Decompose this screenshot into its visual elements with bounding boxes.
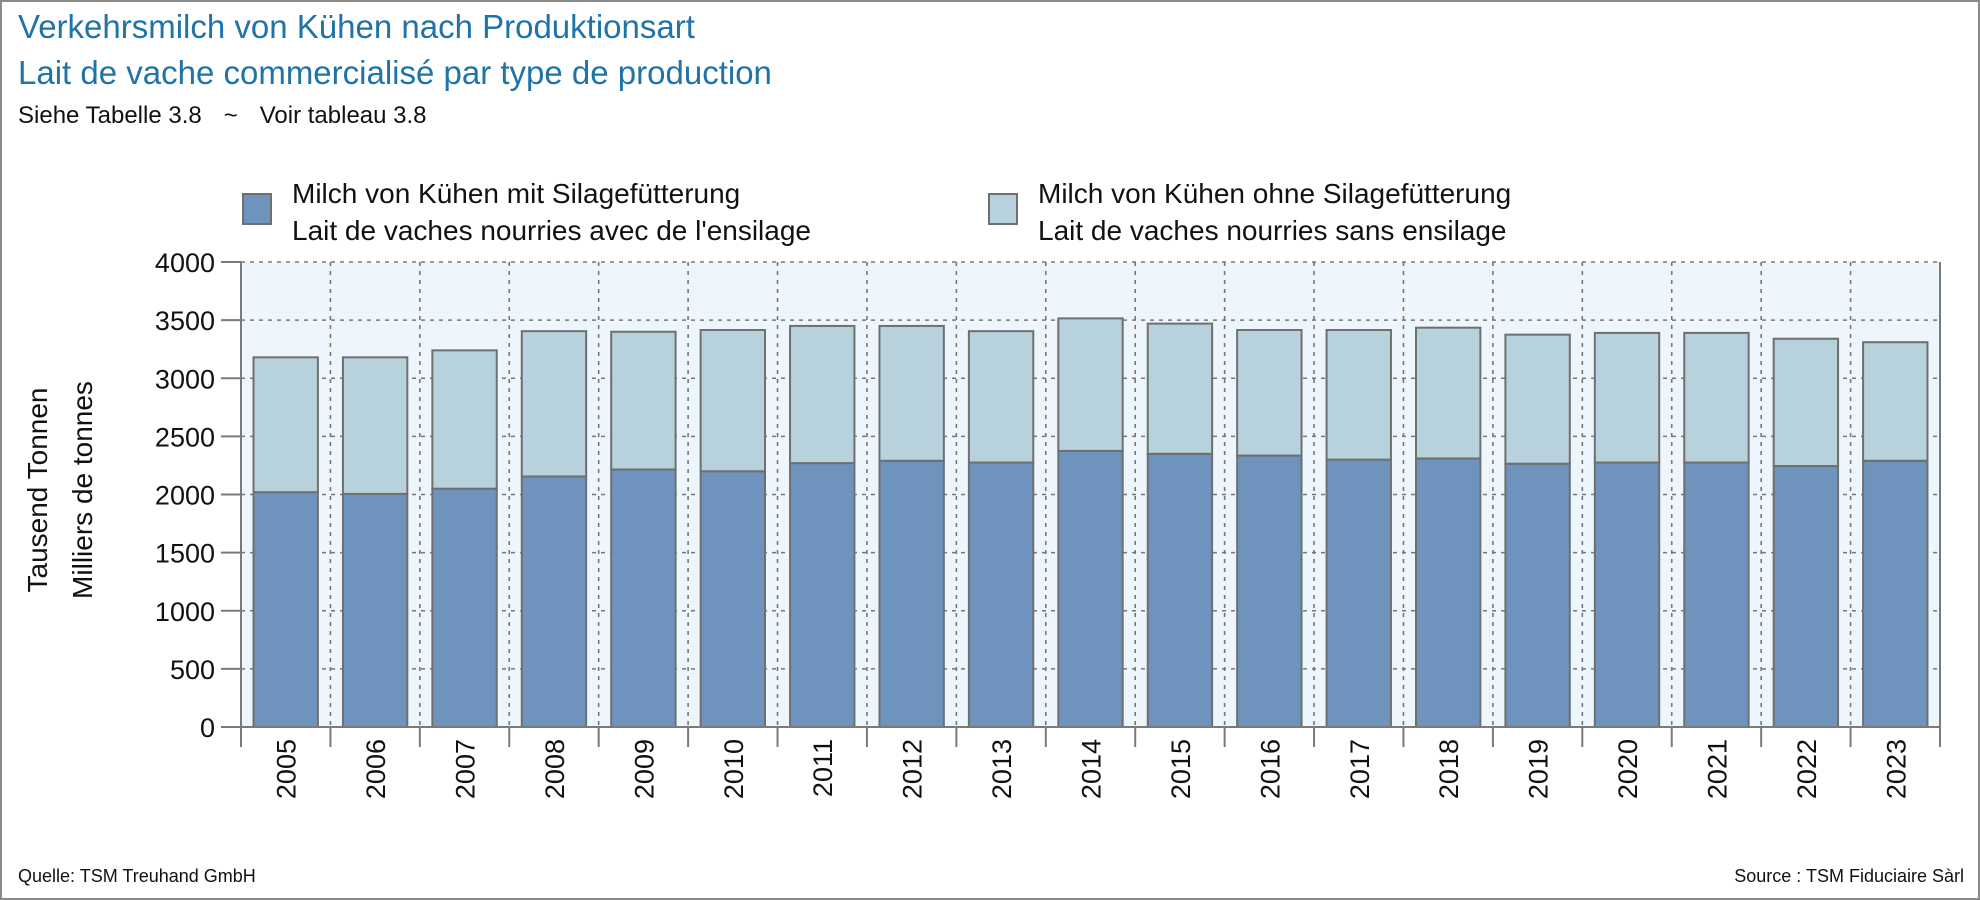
bar-no-silage [1504, 333, 1571, 465]
x-tick-label: 2008 [540, 739, 570, 799]
table-reference-fr: Voir tableau 3.8 [259, 102, 427, 129]
source-fr: Source : TSM Fiduciaire Sàrl [1734, 866, 1964, 886]
x-tick-label: 2017 [1345, 739, 1375, 799]
bar-no-silage [1146, 322, 1214, 455]
x-tick-label: 2007 [451, 739, 481, 799]
chart-title-de: Verkehrsmilch von Kühen nach Produktions… [18, 8, 695, 45]
legend-swatch-no-silage [988, 193, 1018, 225]
bar-silage [789, 462, 856, 728]
y-tick-label: 1000 [155, 597, 215, 627]
bar-no-silage [1772, 337, 1840, 468]
bar-no-silage [1325, 329, 1392, 461]
x-tick-label: 2013 [987, 739, 1017, 799]
table-reference-separator: ~ [223, 102, 238, 129]
legend-label-silage-de: Milch von Kühen mit Silagefütterung [292, 178, 741, 209]
bar-no-silage [1236, 329, 1303, 457]
bar-silage [1772, 465, 1840, 728]
bar-no-silage [1593, 331, 1661, 464]
bar-no-silage [699, 329, 767, 473]
y-tick-label: 3000 [155, 364, 215, 394]
bar-silage [1504, 462, 1571, 728]
x-tick-label: 2016 [1255, 739, 1285, 799]
x-tick-label: 2023 [1881, 739, 1911, 799]
x-tick-label: 2014 [1077, 739, 1107, 799]
bar-silage [1325, 458, 1392, 728]
bar-no-silage [1862, 341, 1929, 462]
bar-no-silage [252, 356, 319, 494]
bar-silage [1683, 461, 1750, 728]
x-tick-label: 2019 [1524, 739, 1554, 799]
bar-no-silage [878, 324, 945, 462]
legend-label-silage-fr: Lait de vaches nourries avec de l'ensila… [292, 215, 811, 246]
bar-silage [610, 468, 677, 728]
bar-silage [1862, 459, 1929, 728]
legend-label-no-silage: Milch von Kühen ohne Silagefütterung Lai… [1038, 175, 1511, 249]
x-tick-label: 2018 [1434, 739, 1464, 799]
bar-silage [520, 475, 588, 729]
legend-label-no-silage-fr: Lait de vaches nourries sans ensilage [1038, 215, 1507, 246]
bar-silage [878, 459, 945, 728]
table-reference: Siehe Tabelle 3.8 ~ Voir tableau 3.8 [18, 102, 427, 130]
legend-label-no-silage-de: Milch von Kühen ohne Silagefütterung [1038, 178, 1512, 209]
bar-no-silage [341, 356, 409, 495]
chart-title-fr: Lait de vache commercialisé par type de … [18, 54, 772, 91]
source-de: Quelle: TSM Treuhand GmbH [18, 866, 256, 886]
x-tick-label: 2010 [719, 739, 749, 799]
x-tick-label: 2015 [1166, 739, 1196, 799]
bar-silage [699, 470, 767, 728]
table-reference-de: Siehe Tabelle 3.8 [18, 102, 202, 129]
bar-silage [252, 491, 319, 728]
x-tick-label: 2011 [808, 739, 838, 797]
x-tick-label: 2012 [898, 739, 928, 799]
x-tick-label: 2021 [1702, 739, 1732, 799]
bar-silage [1236, 454, 1303, 728]
bar-no-silage [1057, 317, 1124, 452]
x-tick-label: 2020 [1613, 739, 1643, 799]
bar-no-silage [1683, 331, 1750, 464]
y-tick-label: 2500 [155, 422, 215, 452]
bar-no-silage [967, 330, 1035, 464]
bar-no-silage [520, 330, 588, 478]
y-tick-label: 0 [200, 713, 215, 743]
bar-silage [1146, 452, 1214, 728]
legend-swatch-silage [242, 193, 272, 225]
bar-silage [1414, 457, 1482, 728]
x-tick-label: 2022 [1792, 739, 1822, 799]
x-tick-label: 2005 [272, 739, 302, 799]
y-tick-label: 3500 [155, 306, 215, 336]
y-tick-label: 500 [170, 655, 215, 685]
bar-silage [1057, 449, 1124, 728]
bar-no-silage [1414, 326, 1482, 460]
bar-no-silage [431, 349, 498, 490]
bar-no-silage [789, 324, 856, 465]
x-tick-label: 2009 [629, 739, 659, 799]
y-tick-label: 4000 [155, 248, 215, 278]
x-tick-label: 2006 [361, 739, 391, 799]
legend-label-silage: Milch von Kühen mit Silagefütterung Lait… [292, 175, 811, 249]
bars [252, 317, 1929, 729]
y-tick-label: 2000 [155, 481, 215, 511]
bar-silage [431, 487, 498, 728]
y-tick-label: 1500 [155, 539, 215, 569]
bar-no-silage [610, 330, 677, 471]
bar-silage [341, 492, 409, 729]
bar-silage [967, 461, 1035, 728]
bar-silage [1593, 461, 1661, 728]
